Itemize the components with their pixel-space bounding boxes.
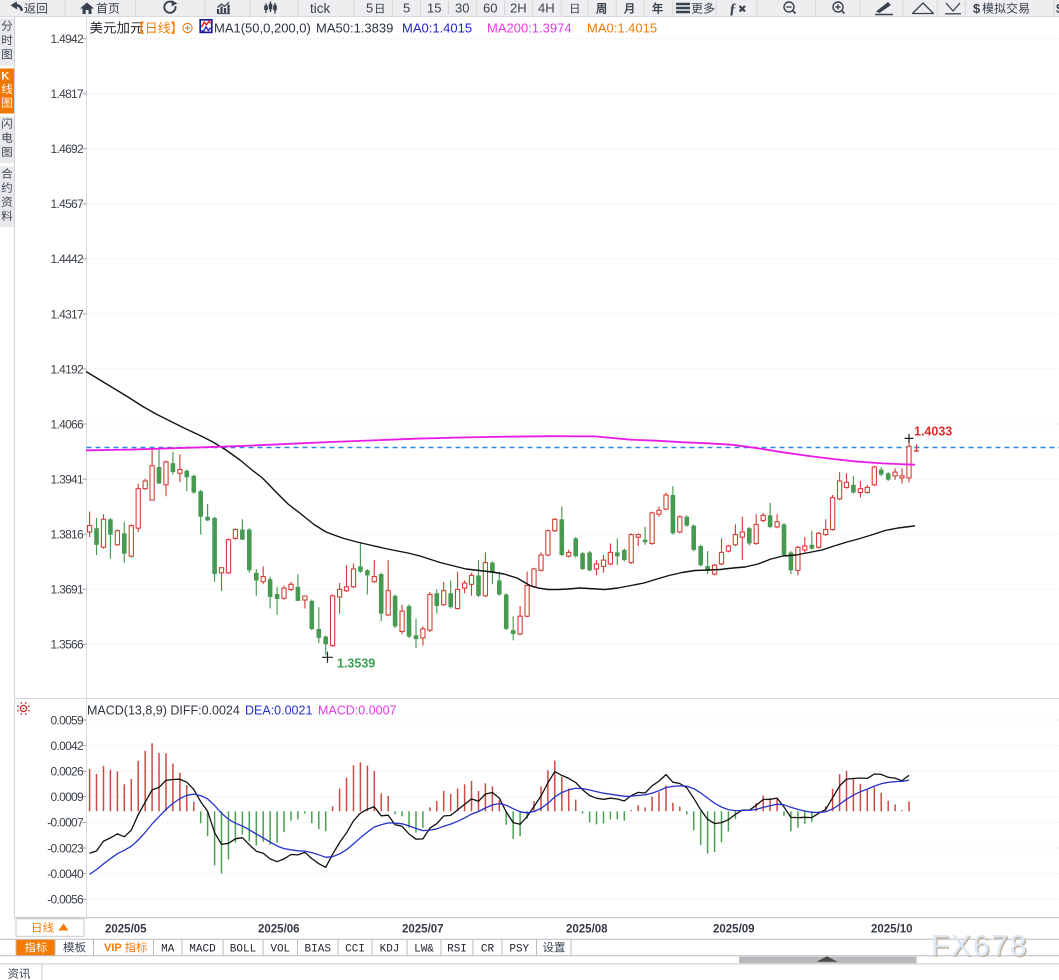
svg-text:0.0009: 0.0009 [50,790,84,804]
svg-text:2025/05: 2025/05 [105,923,147,935]
svg-text:MA1(50,0,200,0): MA1(50,0,200,0) [214,20,311,35]
svg-text:$: $ [973,1,981,16]
svg-text:2025/07: 2025/07 [402,923,444,935]
svg-text:1.3566: 1.3566 [50,638,84,652]
svg-text:2025/06: 2025/06 [258,923,300,935]
svg-text:RSI: RSI [447,943,467,955]
svg-text:VOL: VOL [270,943,290,955]
svg-text:BOLL: BOLL [230,943,256,955]
svg-text:BIAS: BIAS [305,943,332,955]
svg-text:MA0:1.4015: MA0:1.4015 [402,20,472,35]
svg-text:1.4192: 1.4192 [50,362,84,376]
svg-text:MA50:1.3839: MA50:1.3839 [316,20,393,35]
svg-text:2025/09: 2025/09 [713,923,755,935]
svg-text:5: 5 [366,1,373,16]
svg-text:1.4567: 1.4567 [50,197,84,211]
svg-text:-0.0056: -0.0056 [47,893,84,907]
svg-text:周: 周 [596,2,607,16]
svg-text:MA: MA [161,943,175,955]
svg-text:MA200:1.3974: MA200:1.3974 [487,20,572,35]
svg-text:1.4317: 1.4317 [50,307,84,321]
svg-text:0.0059: 0.0059 [50,713,84,727]
svg-text:CCI: CCI [345,943,365,955]
svg-text:1.3941: 1.3941 [50,472,84,486]
svg-text:2H: 2H [510,1,527,16]
svg-text:FX678: FX678 [931,930,1028,963]
svg-text:K: K [1,71,9,83]
svg-text:年: 年 [652,2,663,16]
svg-text:1.4817: 1.4817 [50,87,84,101]
svg-text:LW&: LW& [414,943,434,955]
svg-text:tick: tick [310,1,331,16]
svg-text:-0.0023: -0.0023 [47,841,84,855]
svg-text:ƒ: ƒ [729,1,737,17]
svg-text:MA0:1.4015: MA0:1.4015 [587,20,657,35]
svg-text:-0.0040: -0.0040 [47,867,84,881]
svg-text:VIP: VIP [104,942,122,954]
svg-text:$: $ [1056,1,1059,16]
svg-text:0.0042: 0.0042 [50,739,84,753]
svg-text:0.0026: 0.0026 [50,765,84,779]
svg-text:1.4033: 1.4033 [914,425,952,439]
svg-text:30: 30 [455,1,469,16]
svg-text:1.4942: 1.4942 [50,32,84,46]
svg-text:FX678: FX678 [932,931,1029,964]
svg-text:PSY: PSY [509,943,529,955]
svg-text:CR: CR [481,943,495,955]
svg-text:-0.0007: -0.0007 [47,816,84,830]
svg-text:2025/08: 2025/08 [566,923,608,935]
svg-text:DEA:0.0021: DEA:0.0021 [245,704,312,718]
svg-text:KDJ: KDJ [380,943,400,955]
svg-text:1.4692: 1.4692 [50,142,84,156]
svg-text:5: 5 [403,1,410,16]
svg-text:1.4066: 1.4066 [50,417,84,431]
svg-text:1.3816: 1.3816 [50,527,84,541]
svg-text:15: 15 [427,1,441,16]
svg-text:1.4442: 1.4442 [50,252,84,266]
svg-text:月: 月 [623,3,635,16]
svg-text:1.3539: 1.3539 [337,657,375,671]
svg-text:4H: 4H [538,1,555,16]
svg-text:2025/10: 2025/10 [871,923,913,935]
svg-text:1.3691: 1.3691 [50,583,84,597]
svg-text:MACD:0.0007: MACD:0.0007 [318,704,397,718]
svg-text:MACD(13,8,9) DIFF:0.0024: MACD(13,8,9) DIFF:0.0024 [87,704,240,718]
svg-text:60: 60 [483,1,497,16]
svg-text:MACD: MACD [189,943,216,955]
